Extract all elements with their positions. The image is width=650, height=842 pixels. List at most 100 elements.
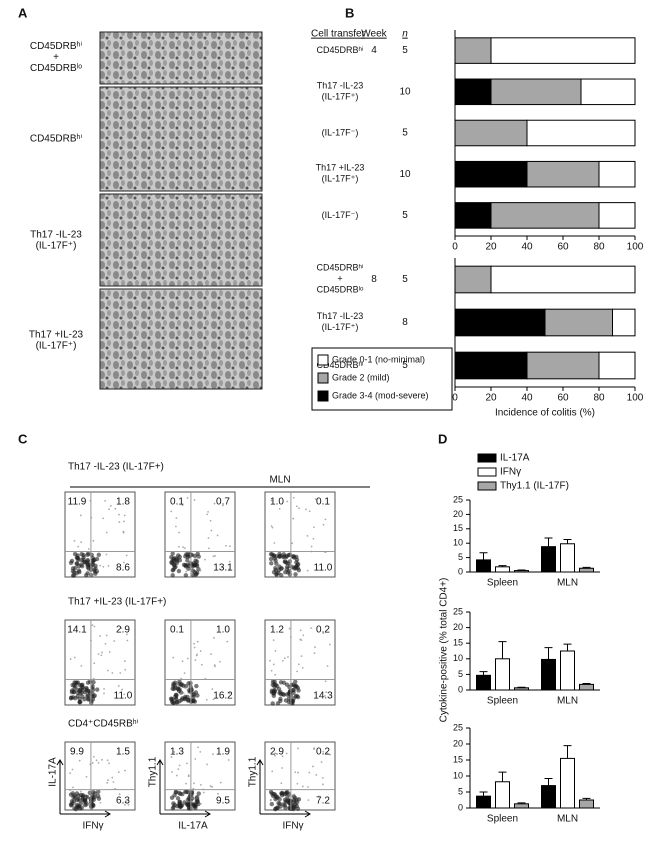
event-dot [274,752,277,755]
event-dot [228,545,231,548]
event-dot [197,746,199,749]
event-dot [99,801,102,804]
event-dot [86,696,92,702]
event-dot [102,517,105,520]
event-dot [186,497,189,499]
event-dot [301,785,304,788]
event-dot [221,566,224,569]
event-dot [296,797,302,802]
event-dot [212,698,215,701]
event-dot [96,569,98,572]
event-dot [170,573,175,578]
event-dot [290,554,296,559]
quadrant-value: 14.1 [67,625,87,636]
event-dot [105,553,108,556]
event-dot [92,685,95,688]
event-dot [275,805,280,810]
event-dot [105,634,108,637]
event-dot [172,656,175,659]
event-dot [106,759,109,762]
event-dot [69,799,75,804]
event-dot [291,799,297,805]
quadrant-value: 11.9 [68,497,87,508]
bar [514,570,529,573]
event-dot [186,762,188,765]
event-dot [82,690,88,695]
event-dot [176,683,179,686]
quadrant-value: 14.3 [313,691,333,702]
bar-segment [454,160,528,188]
legend-swatch [477,481,497,491]
event-dot [283,799,289,804]
event-dot [280,794,283,797]
error-bar [498,771,507,782]
event-dot [175,774,178,777]
event-dot [171,804,176,810]
y-tick-label: 0 [458,566,463,576]
event-dot [308,510,311,513]
bar-segment [526,119,636,147]
event-dot [100,654,103,657]
event-dot [207,547,210,550]
event-dot [284,567,287,570]
event-dot [213,502,216,505]
n-value: 8 [402,317,408,328]
bar-segment [612,308,636,337]
row-label: CD45DRBʰⁱ [316,360,363,370]
bar [579,567,594,573]
quadrant-value: 11.0 [114,691,133,702]
event-dot [320,761,323,764]
event-dot [91,762,94,764]
event-dot [78,759,81,762]
image-label: Th17 +IL-23 (IL-17F⁺) [29,329,84,351]
event-dot [293,682,296,684]
event-dot [85,552,90,558]
event-dot [121,688,123,691]
x-tick-label: 60 [557,393,569,404]
event-dot [277,690,282,696]
error-bar [544,647,553,660]
bar [560,543,575,573]
row-label: Th17 -IL-23 (IL-17F⁺) [317,311,364,332]
event-dot [210,653,212,655]
event-dot [301,666,304,669]
y-tick-label: 5 [458,786,463,796]
event-dot [214,554,216,557]
event-dot [322,783,324,786]
event-dot [302,634,305,637]
event-dot [207,511,209,513]
event-dot [195,551,200,556]
event-dot [228,692,231,695]
bar [541,785,556,809]
event-dot [76,568,82,573]
x-tick-label: Spleen [487,578,518,589]
event-dot [170,510,173,513]
error-bar [582,797,591,800]
bar-segment [598,160,636,188]
event-dot [273,542,276,544]
event-dot [292,517,295,520]
event-dot [124,800,127,803]
event-dot [113,640,116,642]
event-dot [71,573,77,578]
error-bar [517,802,526,804]
event-dot [326,752,329,755]
event-dot [193,642,195,645]
event-dot [170,696,175,702]
quadrant-value: 0.1 [170,625,184,636]
legend-label: IFNγ [500,467,521,478]
event-dot [206,513,208,516]
error-bar [544,537,553,547]
flow-plot: 1.2 0.2 14.3 [264,619,336,706]
event-dot [117,771,120,774]
event-dot [194,563,200,569]
event-dot [174,560,180,566]
event-dot [294,564,299,569]
y-tick-label: 25 [453,494,463,504]
event-dot [306,569,309,572]
image-label: CD45DRBʰⁱ + CD45DRBˡᵒ [30,41,83,74]
y-tick-label: 15 [453,523,463,533]
event-dot [127,804,130,806]
event-dot [103,688,105,690]
